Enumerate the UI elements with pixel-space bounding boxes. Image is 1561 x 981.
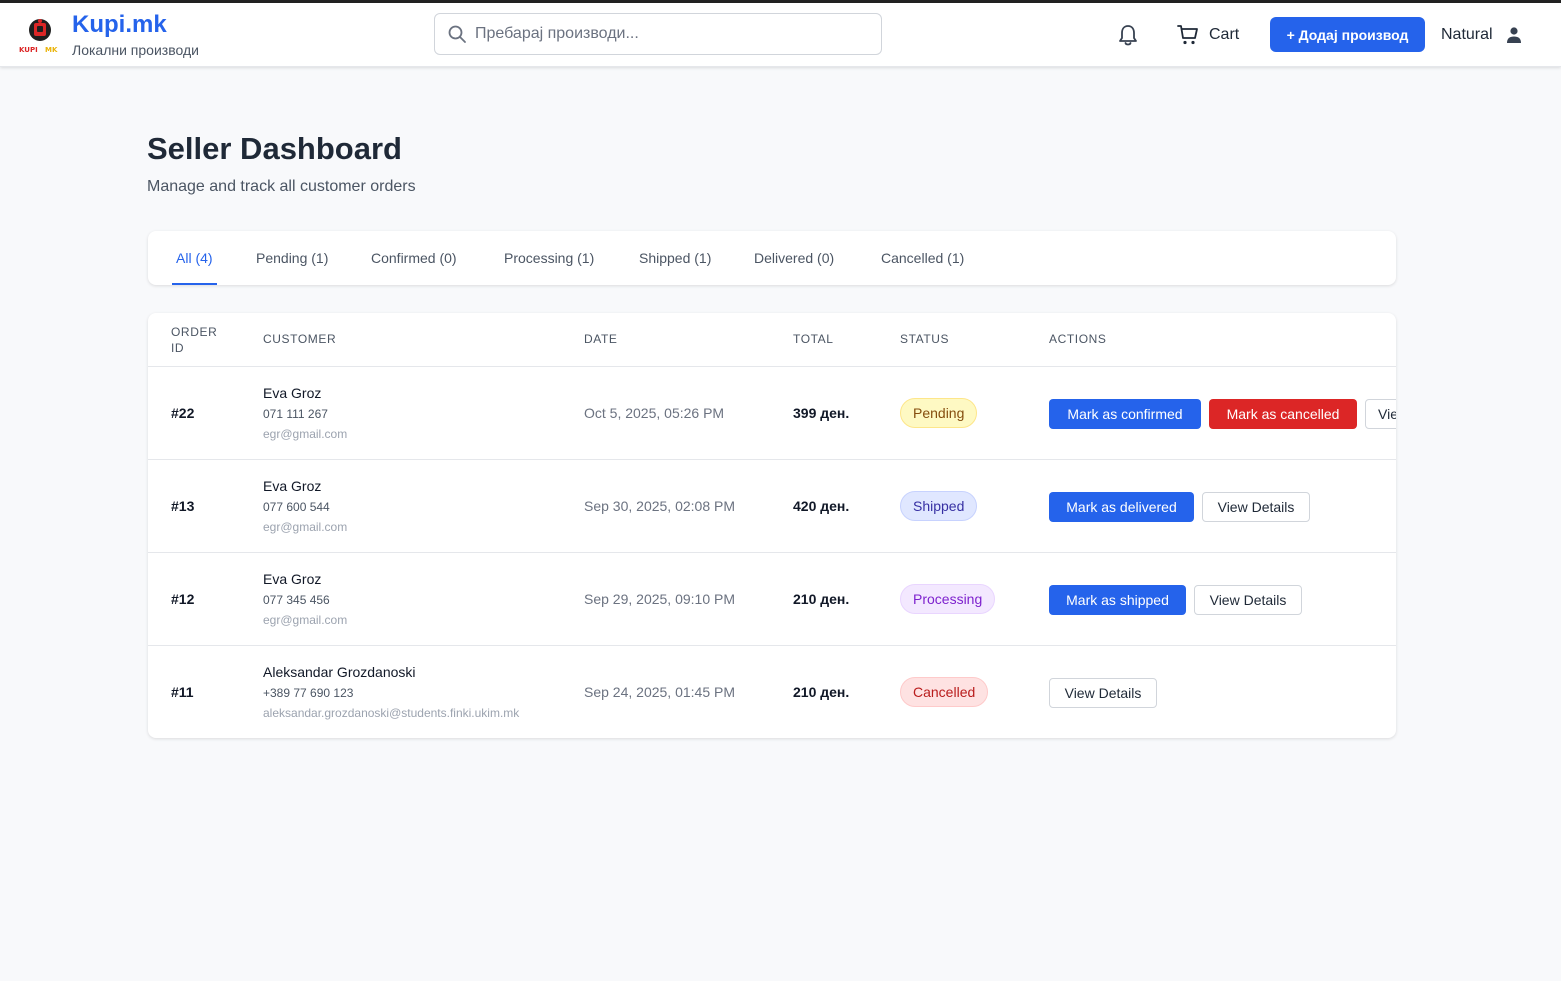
customer-email: egr@gmail.com xyxy=(263,520,348,534)
order-id: #22 xyxy=(171,405,195,421)
page-title: Seller Dashboard xyxy=(147,131,402,166)
order-total: 420 ден. xyxy=(793,498,850,514)
tab-processing[interactable]: Processing (1) xyxy=(504,250,595,266)
orders-table: ORDER ID CUSTOMER DATE TOTAL STATUS ACTI… xyxy=(148,313,1396,738)
column-header-order-id-line1: ORDER xyxy=(171,325,218,339)
app-header: KUPI MK Kupi.mk Локални производи Cart +… xyxy=(0,3,1561,67)
customer-email: aleksandar.grozdanoski@students.finki.uk… xyxy=(263,706,520,720)
column-header-order-id-line2: ID xyxy=(171,341,185,355)
view-details-button[interactable]: View Details xyxy=(1194,585,1302,615)
mark-delivered-button[interactable]: Mark as delivered xyxy=(1049,492,1194,522)
top-border xyxy=(0,0,1561,3)
tab-pending[interactable]: Pending (1) xyxy=(256,250,329,266)
column-header-total: TOTAL xyxy=(793,332,834,346)
customer-name: Aleksandar Grozdanoski xyxy=(263,664,416,680)
brand-subtitle: Локални производи xyxy=(72,42,199,58)
order-total: 210 ден. xyxy=(793,684,850,700)
svg-text:KUPI: KUPI xyxy=(19,46,38,54)
status-badge: Pending xyxy=(900,398,978,428)
column-header-order-id: ORDER ID xyxy=(171,324,217,356)
order-id: #13 xyxy=(171,498,195,514)
column-header-date: DATE xyxy=(584,332,618,346)
brand-title[interactable]: Kupi.mk xyxy=(72,11,167,38)
cart-icon xyxy=(1177,25,1198,45)
tab-confirmed[interactable]: Confirmed (0) xyxy=(371,250,457,266)
table-row: #13 Eva Groz 077 600 544 egr@gmail.com S… xyxy=(148,459,1396,552)
order-date: Sep 24, 2025, 01:45 PM xyxy=(584,684,735,700)
view-details-button[interactable]: View Details xyxy=(1049,678,1157,708)
table-row: #12 Eva Groz 077 345 456 egr@gmail.com S… xyxy=(148,552,1396,645)
tab-shipped[interactable]: Shipped (1) xyxy=(639,250,712,266)
view-details-button[interactable]: View Details xyxy=(1365,399,1396,429)
table-row: #11 Aleksandar Grozdanoski +389 77 690 1… xyxy=(148,645,1396,738)
search-input[interactable] xyxy=(475,20,871,48)
search-box[interactable] xyxy=(434,13,882,55)
add-product-button[interactable]: + Додај производ xyxy=(1270,17,1425,52)
mark-cancelled-button[interactable]: Mark as cancelled xyxy=(1209,399,1357,429)
order-id: #12 xyxy=(171,591,195,607)
customer-email: egr@gmail.com xyxy=(263,427,348,441)
customer-phone: +389 77 690 123 xyxy=(263,686,354,700)
view-details-button[interactable]: View Details xyxy=(1202,492,1310,522)
mark-shipped-button[interactable]: Mark as shipped xyxy=(1049,585,1186,615)
user-menu[interactable]: Natural xyxy=(1441,23,1523,47)
status-badge: Cancelled xyxy=(900,677,989,707)
order-date: Sep 29, 2025, 09:10 PM xyxy=(584,591,735,607)
cart-link[interactable]: Cart xyxy=(1177,21,1239,49)
customer-name: Eva Groz xyxy=(263,571,322,587)
customer-phone: 077 345 456 xyxy=(263,593,330,607)
order-date: Sep 30, 2025, 02:08 PM xyxy=(584,498,735,514)
order-status-tabs: All (4) Pending (1) Confirmed (0) Proces… xyxy=(148,231,1396,285)
table-row: #22 Eva Groz 071 111 267 egr@gmail.com O… xyxy=(148,366,1396,459)
customer-name: Eva Groz xyxy=(263,478,322,494)
user-name: Natural xyxy=(1441,26,1493,43)
search-icon xyxy=(448,25,466,43)
notification-bell-icon[interactable] xyxy=(1117,23,1139,47)
svg-text:MK: MK xyxy=(45,46,58,54)
customer-email: egr@gmail.com xyxy=(263,613,348,627)
order-total: 210 ден. xyxy=(793,591,850,607)
status-badge: Processing xyxy=(900,584,996,614)
column-header-actions: ACTIONS xyxy=(1049,332,1107,346)
status-badge: Shipped xyxy=(900,491,978,521)
customer-phone: 071 111 267 xyxy=(263,407,328,421)
column-header-status: STATUS xyxy=(900,332,950,346)
tab-cancelled[interactable]: Cancelled (1) xyxy=(881,250,965,266)
column-header-customer: CUSTOMER xyxy=(263,332,337,346)
tab-all[interactable]: All (4) xyxy=(172,231,217,285)
kupi-logo[interactable]: KUPI MK xyxy=(18,15,62,55)
mark-confirmed-button[interactable]: Mark as confirmed xyxy=(1049,399,1201,429)
order-total: 399 ден. xyxy=(793,405,850,421)
cart-label: Cart xyxy=(1209,26,1240,43)
user-icon xyxy=(1506,27,1521,43)
page-subtitle: Manage and track all customer orders xyxy=(147,178,416,195)
customer-phone: 077 600 544 xyxy=(263,500,330,514)
customer-name: Eva Groz xyxy=(263,385,322,401)
tab-delivered[interactable]: Delivered (0) xyxy=(754,250,835,266)
order-id: #11 xyxy=(171,684,194,700)
order-date: Oct 5, 2025, 05:26 PM xyxy=(584,405,725,421)
